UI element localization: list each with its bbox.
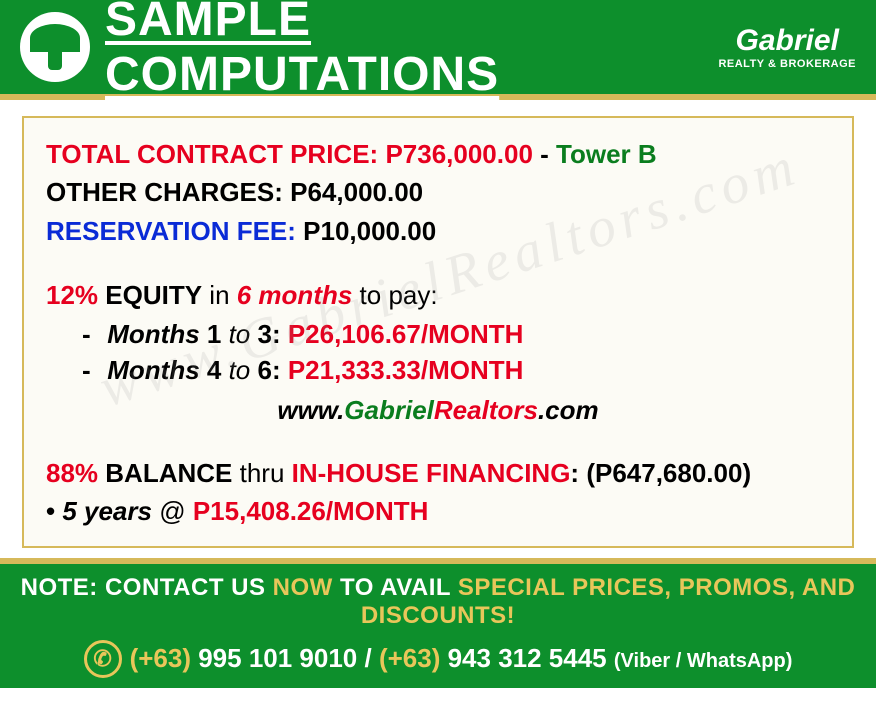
www-post: .com	[538, 395, 599, 425]
m1-b: 3	[250, 319, 272, 349]
balance-amt: (P647,680.00)	[586, 458, 751, 488]
m1-label: Months	[107, 319, 199, 349]
page-title: SAMPLE COMPUTATIONS	[105, 0, 718, 102]
m2-label: Months	[107, 355, 199, 385]
www-pre: www.	[277, 395, 344, 425]
m2-a: 4	[200, 355, 229, 385]
m1-colon: :	[272, 319, 288, 349]
equity-pct: 12%	[46, 280, 98, 310]
note-2: TO AVAIL	[333, 574, 458, 601]
plan-value: P15,408.26/MONTH	[193, 496, 429, 526]
phone1: 995 101 9010	[191, 643, 365, 673]
balance-thru: thru	[232, 458, 291, 488]
balance-fin: IN-HOUSE FINANCING	[292, 458, 571, 488]
phone-icon: ✆	[84, 640, 122, 678]
tower-label: Tower B	[556, 139, 657, 169]
m2-colon: :	[272, 355, 288, 385]
brand-logo: Gabriel REALTY & BROKERAGE	[718, 24, 856, 70]
equity-topay: to pay:	[352, 280, 437, 310]
equity-row-2: - Months 4 to 6: P21,333.33/MONTH	[82, 352, 830, 388]
note-1: NOTE: CONTACT US	[21, 574, 273, 601]
www-g: Gabriel	[344, 395, 434, 425]
balance-colon: :	[570, 458, 586, 488]
mushroom-logo-icon	[20, 12, 90, 82]
phone1-cc: (+63)	[130, 643, 191, 673]
plan-bullet: •	[46, 496, 62, 526]
website-line: www.GabrielRealtors.com	[46, 392, 830, 428]
plan-at: @	[152, 496, 193, 526]
reservation-fee-value: P10,000.00	[303, 216, 436, 246]
phone2-cc: (+63)	[379, 643, 440, 673]
m1-to: to	[229, 319, 251, 349]
equity-schedule: - Months 1 to 3: P26,106.67/MONTH - Mont…	[46, 316, 830, 389]
footer-note: NOTE: CONTACT US NOW TO AVAIL SPECIAL PR…	[0, 564, 876, 636]
computation-box: www.GabrielRealtors.com TOTAL CONTRACT P…	[22, 116, 854, 548]
reservation-fee-line: RESERVATION FEE: P10,000.00	[46, 213, 830, 249]
other-charges-label: OTHER CHARGES:	[46, 177, 290, 207]
content-area: www.GabrielRealtors.com TOTAL CONTRACT P…	[0, 100, 876, 558]
balance-line: 88% BALANCE thru IN-HOUSE FINANCING: (P6…	[46, 455, 830, 491]
footer-bar: NOTE: CONTACT US NOW TO AVAIL SPECIAL PR…	[0, 558, 876, 688]
www-r: Realtors	[434, 395, 538, 425]
note-now: NOW	[273, 574, 333, 601]
m2-to: to	[229, 355, 251, 385]
balance-pct: 88%	[46, 458, 98, 488]
other-charges-line: OTHER CHARGES: P64,000.00	[46, 174, 830, 210]
contract-price-value: P736,000.00	[385, 139, 532, 169]
plan-line: • 5 years @ P15,408.26/MONTH	[46, 493, 830, 529]
reservation-fee-label: RESERVATION FEE:	[46, 216, 303, 246]
other-charges-value: P64,000.00	[290, 177, 423, 207]
brand-tagline: REALTY & BROKERAGE	[718, 58, 856, 70]
equity-in: in	[202, 280, 237, 310]
m2-value: P21,333.33/MONTH	[288, 355, 524, 385]
contract-price-label: TOTAL CONTRACT PRICE:	[46, 139, 385, 169]
slash: /	[365, 643, 379, 673]
m1-value: P26,106.67/MONTH	[288, 319, 524, 349]
contract-price-line: TOTAL CONTRACT PRICE: P736,000.00 - Towe…	[46, 136, 830, 172]
footer-contact: ✆ (+63) 995 101 9010 / (+63) 943 312 544…	[0, 636, 876, 688]
equity-row-1: - Months 1 to 3: P26,106.67/MONTH	[82, 316, 830, 352]
brand-name: Gabriel	[718, 24, 856, 58]
m2-b: 6	[250, 355, 272, 385]
equity-word: EQUITY	[98, 280, 202, 310]
m1-a: 1	[200, 319, 229, 349]
balance-word: BALANCE	[98, 458, 232, 488]
plan-years: 5 years	[62, 496, 152, 526]
phone2: 943 312 5445	[440, 643, 614, 673]
header-bar: SAMPLE COMPUTATIONS Gabriel REALTY & BRO…	[0, 0, 876, 100]
apps: (Viber / WhatsApp)	[614, 650, 793, 672]
separator: -	[533, 139, 556, 169]
equity-heading: 12% EQUITY in 6 months to pay:	[46, 277, 830, 313]
equity-months: 6 months	[237, 280, 353, 310]
